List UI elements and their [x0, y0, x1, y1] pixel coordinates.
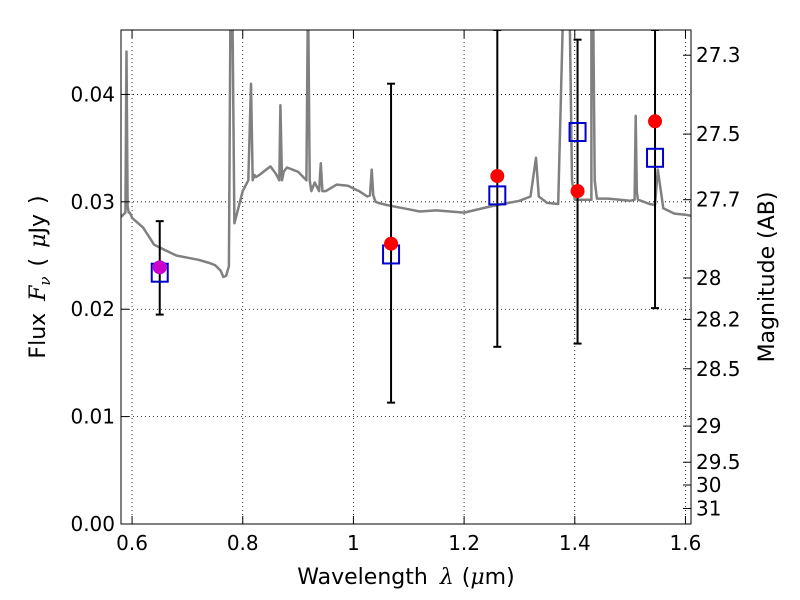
y-axis-label: FluxFν(μJy): [26, 195, 54, 358]
observed-point: [648, 114, 663, 129]
y2-axis-label: Magnitude (AB): [755, 192, 780, 363]
model-spectrum: [121, 30, 691, 279]
observed-point: [384, 236, 399, 251]
y2-tick-label: 28.5: [696, 357, 741, 381]
x-tick-label: 1.2: [448, 531, 480, 555]
observed-point: [570, 184, 585, 199]
model-photometry-square: [646, 147, 665, 168]
observed-points: [152, 114, 663, 275]
x-axis-label: Wavelength λ (μm): [297, 565, 514, 590]
y2-tick-label: 27.3: [696, 43, 741, 67]
y2-tick-label: 27.5: [696, 122, 741, 146]
grid: [121, 30, 691, 525]
observed-point: [490, 169, 505, 184]
y2-tick-label: 29.5: [696, 450, 741, 474]
y2-tick-label: 28.2: [696, 307, 741, 331]
y2-tick-label: 30: [696, 473, 721, 497]
y2-tick-label: 31: [696, 496, 721, 520]
y2-tick-label: 28: [696, 266, 721, 290]
plot-frame: [120, 29, 692, 525]
y-tick-label: 0.03: [70, 190, 115, 214]
y-tick-label: 0.01: [70, 405, 115, 429]
x-tick-label: 1.6: [670, 531, 702, 555]
axis-ticks: 0.6 0.8 1 1.2 1.4 1.6 0.00 0.01 0.02 0.03 0.04 27.3…: [70, 30, 741, 555]
x-tick-label: 1.4: [559, 531, 591, 555]
spectrum-line: [121, 30, 691, 279]
model-photometry-square: [568, 122, 587, 143]
model-photometry-square: [488, 185, 507, 206]
y-tick-label: 0.02: [70, 297, 115, 321]
y2-tick-label: 29: [696, 414, 721, 438]
x-tick-label: 0.8: [227, 531, 259, 555]
observed-point: [152, 260, 167, 275]
y-tick-label: 0.04: [70, 82, 115, 106]
y-tick-label: 0.00: [70, 512, 115, 536]
x-tick-label: 0.6: [116, 531, 148, 555]
y2-tick-label: 27.7: [696, 188, 741, 212]
x-tick-label: 1: [347, 531, 360, 555]
